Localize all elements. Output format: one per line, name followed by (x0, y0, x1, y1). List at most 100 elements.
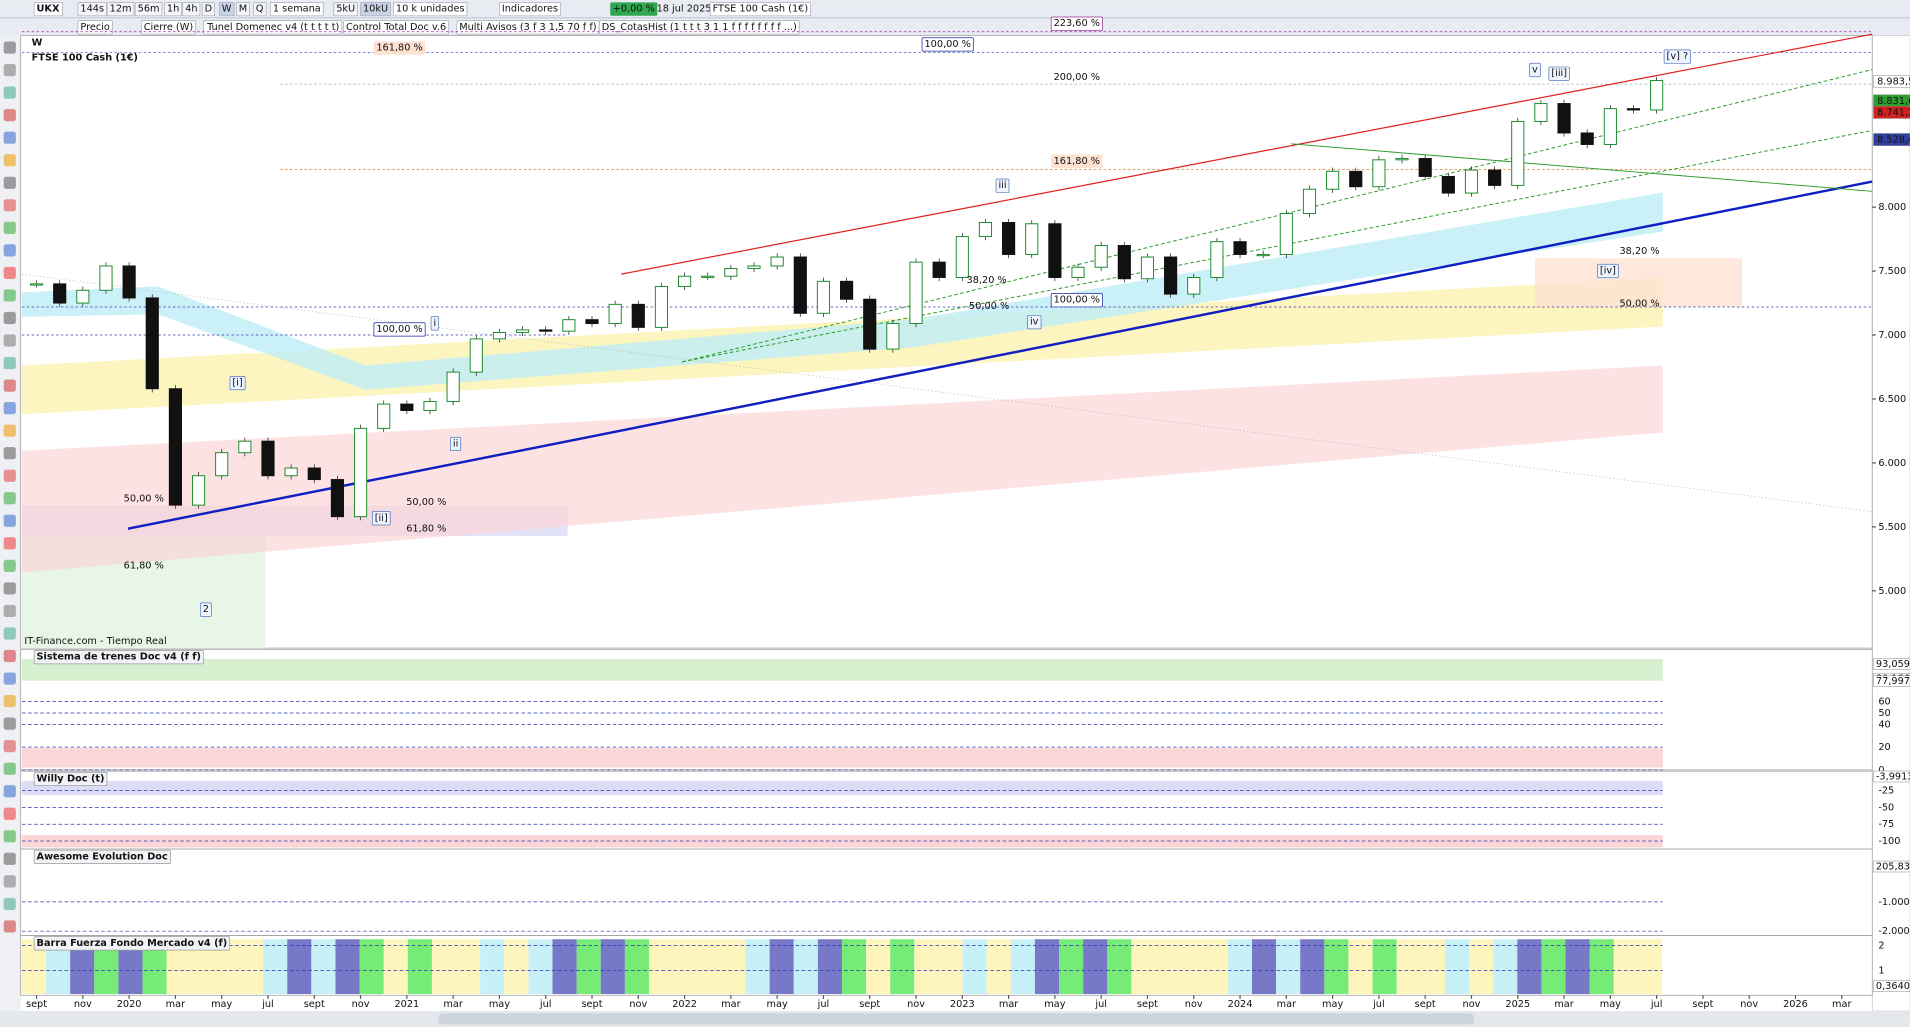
tool-icon[interactable] (3, 402, 16, 415)
study-tab[interactable]: Cierre (W) (144, 22, 193, 33)
tool-icon[interactable] (3, 154, 16, 167)
tool-icon[interactable] (3, 627, 16, 640)
tool-icon[interactable] (3, 740, 16, 753)
panel-tick-label: 60 (1878, 697, 1890, 708)
tool-icon[interactable] (3, 559, 16, 572)
tool-icon[interactable] (3, 131, 16, 144)
fib-label: 50,00 % (124, 493, 164, 504)
tool-icon[interactable] (3, 379, 16, 392)
timeframe-button-box[interactable] (201, 2, 215, 17)
study-tab-box[interactable] (77, 20, 113, 35)
timeframe-button[interactable]: Q (256, 4, 264, 15)
tool-icon[interactable] (3, 424, 16, 437)
timeframe-button[interactable]: W (222, 4, 232, 15)
units-button[interactable]: 10kU (363, 4, 388, 15)
tool-icon[interactable] (3, 875, 16, 888)
timeframe-button[interactable]: D (205, 4, 213, 15)
timeframe-button[interactable]: 1h (167, 4, 179, 15)
timeframe-button-box[interactable] (182, 2, 201, 17)
timeframe-button[interactable]: 4h (185, 4, 197, 15)
study-tab[interactable]: DS_CotasHist (1 t t t 3 1 1 f f f f f f … (602, 22, 797, 33)
tool-icon[interactable] (3, 785, 16, 798)
study-tab-box[interactable] (140, 20, 196, 35)
tool-icon[interactable] (3, 514, 16, 527)
study-tab[interactable]: Control Total Doc v.6 (346, 22, 446, 33)
timeframe-button[interactable]: 12m (110, 4, 132, 15)
study-tab[interactable]: Multi Avisos (3 f 3 1,5 70 f f) (459, 22, 596, 33)
tool-icon[interactable] (3, 199, 16, 212)
timeframe-button-box[interactable] (253, 2, 267, 17)
study-tab[interactable]: Tunel Domenec v4 (t t t t t) (206, 22, 339, 33)
symbol-select-box[interactable] (33, 2, 63, 17)
study-tab[interactable]: Precio (80, 22, 110, 33)
fib-label-box (921, 37, 974, 52)
tool-icon[interactable] (3, 762, 16, 775)
tool-icon[interactable] (3, 86, 16, 99)
units-select[interactable]: 10 k unidades (396, 4, 465, 15)
symbol-select[interactable]: UKX (37, 4, 60, 15)
tool-icon[interactable] (3, 830, 16, 843)
timeframe-button-box[interactable] (218, 2, 235, 17)
timeframe-button[interactable]: M (239, 4, 247, 15)
candle (469, 338, 483, 373)
tool-icon[interactable] (3, 356, 16, 370)
tool-icon[interactable] (3, 41, 16, 54)
tool-icon[interactable] (3, 109, 16, 122)
tool-icon[interactable] (3, 717, 16, 730)
tool-icon[interactable] (3, 604, 16, 618)
candle (539, 329, 553, 332)
x-tick-label: mar (443, 999, 462, 1010)
timeframe-button[interactable]: 56m (138, 4, 160, 15)
study-tab-box[interactable] (203, 20, 343, 35)
chart-subtitle: FTSE 100 Cash (1€) (32, 52, 138, 63)
tool-icon[interactable] (3, 897, 16, 910)
wave-label: ii (453, 438, 458, 449)
units-button-box[interactable] (360, 2, 391, 17)
candle (1603, 108, 1617, 145)
units-button-box[interactable] (333, 2, 358, 17)
indicators-button[interactable]: Indicadores (502, 4, 558, 15)
tool-icon[interactable] (3, 649, 16, 663)
fib-label-box (373, 41, 426, 55)
tool-icon[interactable] (3, 852, 16, 865)
panel-tag-label: -3,9913 (1876, 772, 1910, 783)
tool-icon[interactable] (3, 920, 16, 933)
study-tab-box[interactable] (598, 20, 800, 35)
tool-icon[interactable] (3, 582, 16, 595)
tool-icon[interactable] (3, 266, 16, 280)
tool-icon[interactable] (3, 807, 16, 820)
tool-icon[interactable] (3, 289, 16, 302)
tool-icon[interactable] (3, 311, 16, 325)
timeframe-button-box[interactable] (134, 2, 163, 17)
period-select-box[interactable] (270, 2, 324, 17)
tool-icon[interactable] (3, 64, 16, 77)
timeframe-button-box[interactable] (106, 2, 135, 17)
y-tick-label: 5.500 (1878, 522, 1906, 533)
units-button[interactable]: 5kU (336, 4, 355, 15)
tool-icon[interactable] (3, 694, 16, 708)
period-select[interactable]: 1 semana (273, 4, 321, 15)
tool-icon[interactable] (3, 537, 16, 550)
tool-icon[interactable] (3, 672, 16, 685)
tool-icon[interactable] (3, 176, 16, 189)
tool-icon[interactable] (3, 469, 16, 482)
tool-icon[interactable] (3, 447, 16, 460)
tool-icon[interactable] (3, 492, 16, 505)
timeframe-button-box[interactable] (77, 2, 107, 17)
tool-icon[interactable] (3, 221, 16, 234)
study-tab-box[interactable] (343, 20, 450, 35)
candle (1349, 170, 1363, 188)
timeframe-button-box[interactable] (164, 2, 183, 17)
timeframe-button-box[interactable] (235, 2, 250, 17)
strength-bar (335, 939, 360, 995)
scroll-thumb[interactable] (438, 1013, 1474, 1025)
price-tag (1873, 75, 1910, 88)
tool-icon[interactable] (3, 244, 16, 257)
indicators-button-box[interactable] (499, 2, 561, 17)
candle (1395, 158, 1409, 161)
timeframe-button[interactable]: 144s (80, 4, 104, 15)
candle (1279, 213, 1293, 255)
units-select-box[interactable] (393, 2, 468, 17)
strength-bar (1155, 939, 1180, 995)
tool-icon[interactable] (3, 334, 16, 347)
